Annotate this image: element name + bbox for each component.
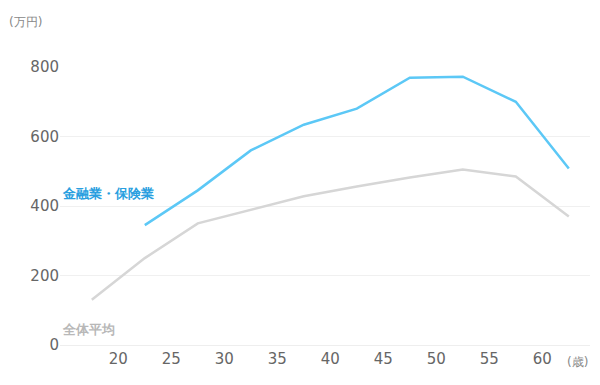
svg-text:600: 600	[30, 128, 59, 146]
svg-text:40: 40	[321, 350, 340, 368]
svg-text:25: 25	[162, 350, 181, 368]
svg-text:35: 35	[268, 350, 287, 368]
svg-text:(万円): (万円)	[9, 15, 42, 29]
svg-text:(歳): (歳)	[567, 355, 588, 369]
svg-text:400: 400	[30, 197, 59, 215]
svg-text:50: 50	[427, 350, 446, 368]
svg-text:20: 20	[109, 350, 128, 368]
svg-text:55: 55	[480, 350, 499, 368]
svg-text:30: 30	[215, 350, 234, 368]
svg-text:200: 200	[30, 267, 59, 285]
svg-text:0: 0	[49, 336, 59, 354]
svg-text:800: 800	[30, 58, 59, 76]
svg-text:45: 45	[374, 350, 393, 368]
svg-text:全体平均: 全体平均	[62, 322, 115, 337]
svg-text:金融業・保険業: 金融業・保険業	[62, 186, 154, 201]
svg-text:60: 60	[533, 350, 552, 368]
